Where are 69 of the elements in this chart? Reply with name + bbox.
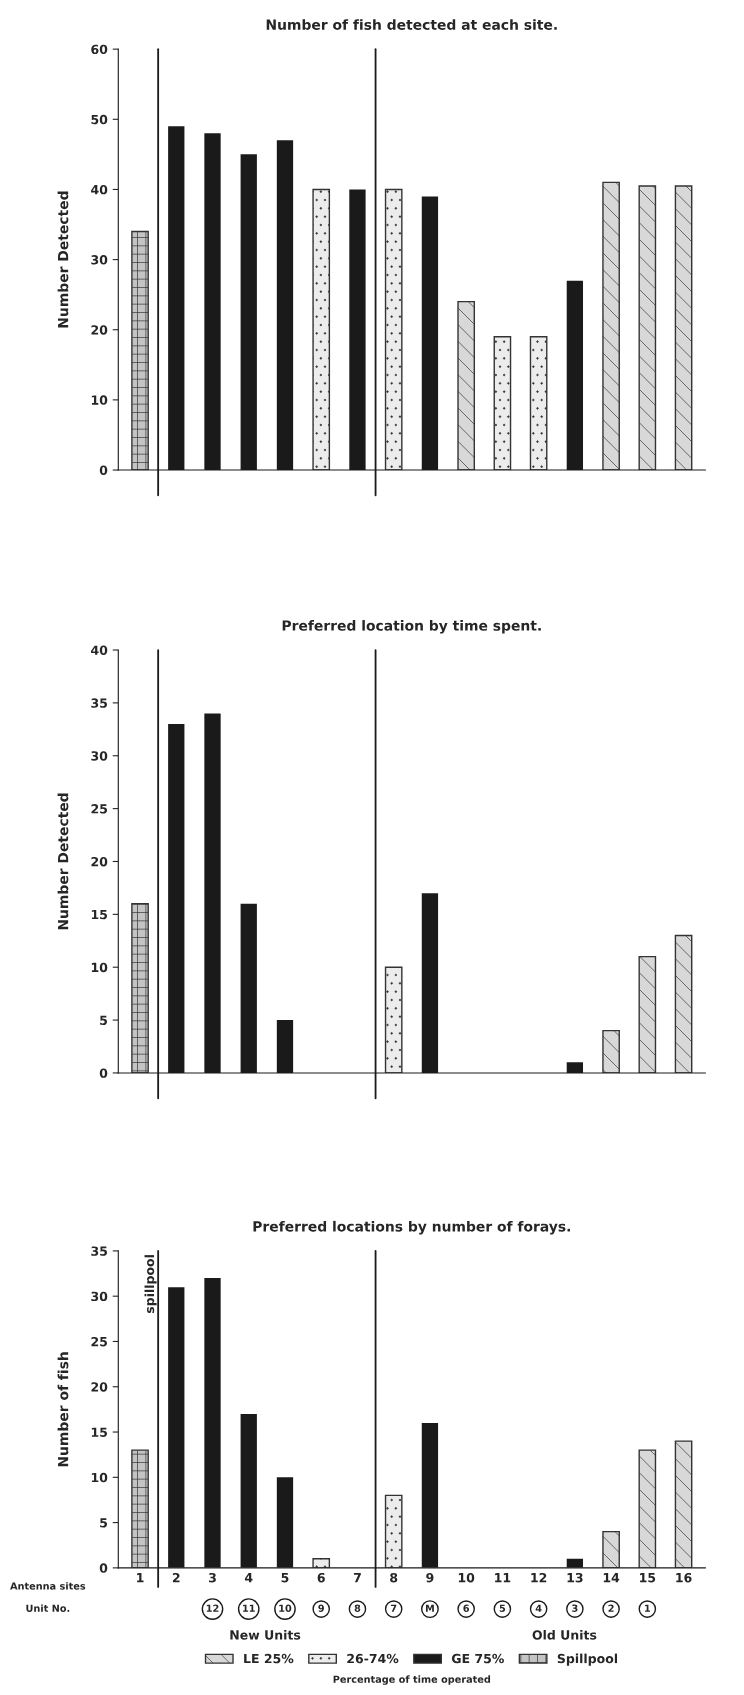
x-tick-label: 16 — [676, 1572, 692, 1583]
text: 1 — [645, 1604, 651, 1612]
x-tick-label: 5 — [281, 1573, 289, 1583]
y-tick-label: 0 — [99, 1068, 108, 1078]
text: 5 — [499, 1604, 506, 1612]
text: 12 — [206, 1604, 219, 1612]
text: Unit No. — [26, 1604, 70, 1612]
y-tick-label: 10 — [91, 962, 108, 973]
chart-title: Number of fish detected at each site. — [266, 19, 557, 30]
y-tick-label: 20 — [91, 325, 108, 335]
text: M — [425, 1604, 434, 1612]
x-tick-label: 10 — [458, 1572, 475, 1583]
chart-title: Preferred location by time spent. — [282, 620, 541, 634]
text: 11 — [243, 1604, 255, 1612]
y-tick-label: 5 — [100, 1518, 108, 1528]
x-tick-label: 12 — [531, 1572, 547, 1583]
x-tick-label: 8 — [390, 1572, 398, 1583]
y-tick-label: 35 — [91, 1246, 108, 1256]
x-tick-label: 11 — [495, 1573, 511, 1583]
text: 6 — [463, 1604, 470, 1612]
y-tick-label: 25 — [91, 1336, 108, 1347]
y-tick-label: 0 — [99, 465, 108, 475]
text: New Units — [230, 1629, 301, 1640]
y-axis-title: Number Detected — [57, 191, 69, 328]
text: 2 — [608, 1604, 614, 1612]
legend-title: Percentage of time operated — [333, 1675, 491, 1685]
y-tick-label: 20 — [91, 856, 108, 867]
y-tick-label: 15 — [91, 909, 108, 920]
y-tick-label: 60 — [91, 44, 108, 55]
text: 10 — [279, 1604, 292, 1612]
y-tick-label: 40 — [91, 184, 108, 195]
text: 4 — [535, 1604, 542, 1612]
legend-label: GE 75% — [451, 1653, 504, 1664]
y-tick-label: 5 — [100, 1015, 108, 1025]
text: Old Units — [532, 1629, 597, 1640]
x-axis-title: Antenna sites — [10, 1582, 86, 1590]
y-tick-label: 50 — [91, 114, 108, 125]
y-tick-label: 40 — [91, 645, 108, 655]
y-axis-title: Number Detected — [57, 793, 69, 930]
text: 7 — [390, 1604, 397, 1612]
y-tick-label: 10 — [91, 1472, 108, 1483]
x-tick-label: 7 — [353, 1573, 361, 1583]
x-tick-label: 13 — [567, 1572, 583, 1583]
x-tick-label: 3 — [209, 1572, 216, 1583]
legend-label: Spillpool — [557, 1653, 618, 1666]
y-axis-title: Number of fish — [57, 1352, 69, 1467]
chart-title: Preferred locations by number of forays. — [253, 1220, 570, 1235]
x-tick-label: 4 — [244, 1573, 253, 1583]
legend-label: LE 25% — [244, 1653, 294, 1664]
legend-label: 26-74% — [347, 1653, 399, 1664]
y-tick-label: 20 — [91, 1382, 108, 1392]
y-tick-label: 10 — [91, 395, 108, 405]
x-tick-label: 15 — [640, 1573, 656, 1583]
y-tick-label: 0 — [99, 1563, 108, 1573]
y-tick-label: 30 — [91, 751, 108, 761]
y-tick-label: 30 — [91, 1291, 108, 1302]
annotation: spillpool — [144, 1255, 157, 1314]
y-tick-label: 35 — [91, 698, 108, 708]
x-tick-label: 9 — [426, 1572, 434, 1583]
text: 8 — [354, 1604, 361, 1612]
x-tick-label: 1 — [137, 1573, 144, 1583]
x-tick-label: 6 — [317, 1572, 325, 1583]
text: 9 — [318, 1604, 324, 1612]
x-tick-label: 14 — [603, 1573, 620, 1583]
y-tick-label: 15 — [91, 1427, 108, 1437]
x-tick-label: 2 — [172, 1572, 180, 1583]
y-tick-label: 25 — [91, 804, 108, 814]
text: 3 — [572, 1604, 578, 1612]
y-tick-label: 30 — [91, 255, 108, 265]
